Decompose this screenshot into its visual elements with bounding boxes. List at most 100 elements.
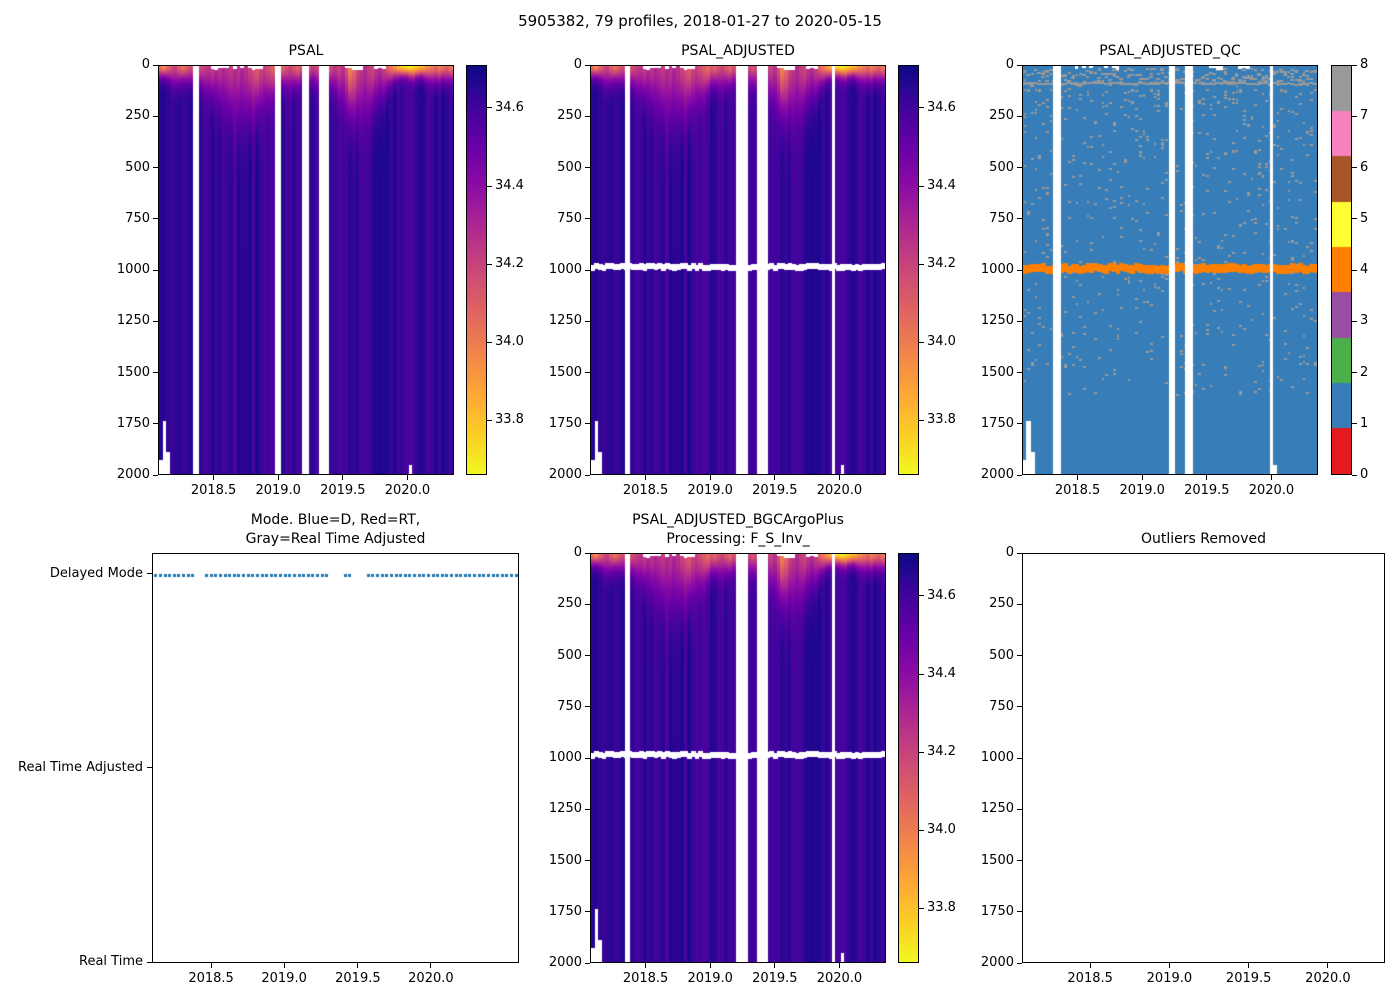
psal-adjusted-ytick: [585, 115, 590, 117]
outliers-removed-xtick-label: 2020.0: [1305, 971, 1351, 986]
psal-adjusted-colorbar: [898, 65, 919, 475]
psal-canvas: [159, 66, 453, 474]
psal-cbar-tick: [487, 185, 492, 187]
psal-adjusted-qc-axes: [1022, 65, 1318, 475]
psal-ytick-label: 1750: [116, 415, 150, 431]
mode-canvas: [153, 554, 518, 962]
psal-ytick-label: 500: [125, 159, 150, 175]
mode-xtick: [357, 963, 359, 968]
psal-adjusted-ytick-label: 1000: [548, 262, 582, 277]
psal-ytick: [153, 372, 158, 373]
psal-adjusted-qc-ytick-label: 0: [1005, 57, 1014, 72]
mode-xtick: [430, 963, 432, 968]
psal-adjusted-bgcargoplus-xtick: [709, 963, 711, 968]
psal-adjusted-qc-cbar-tick: [1352, 372, 1357, 373]
psal-adjusted-colorbar-canvas: [899, 66, 918, 474]
psal-adjusted-qc-ytick: [1017, 167, 1022, 168]
psal-ytick: [153, 320, 158, 322]
psal-colorbar-canvas: [467, 66, 486, 474]
psal-adjusted-qc-ytick: [1017, 372, 1022, 373]
mode-xtick: [283, 963, 285, 968]
mode-title: Mode. Blue=D, Red=RT, Gray=Real Time Adj…: [245, 512, 426, 547]
psal-adjusted-bgcargoplus-ytick: [585, 962, 590, 964]
psal-adjusted-bgcargoplus-cbar-tick: [919, 829, 924, 831]
mode-ytick-label: Real Time: [79, 954, 143, 970]
psal-adjusted-ytick: [585, 372, 590, 373]
psal-xtick-label: 2019.0: [255, 483, 301, 498]
psal-cbar-tick: [487, 263, 492, 265]
psal-adjusted-bgcargoplus-cbar-tick: [919, 595, 924, 597]
psal-adjusted-qc-cbar-tick-label: 5: [1360, 210, 1369, 226]
outliers-removed-ytick: [1017, 860, 1022, 861]
psal-adjusted-ytick: [585, 218, 590, 220]
mode-ytick-label: Real Time Adjusted: [18, 759, 143, 775]
psal-adjusted-qc-title: PSAL_ADJUSTED_QC: [1099, 43, 1241, 59]
psal-adjusted-qc-xtick: [1270, 475, 1272, 480]
psal-adjusted-ytick: [585, 320, 590, 322]
outliers-removed-ytick-label: 0: [1005, 545, 1014, 560]
outliers-removed-ytick: [1017, 655, 1022, 656]
psal-adjusted-bgcargoplus-ytick-label: 750: [557, 698, 582, 714]
psal-adjusted-bgcargoplus-ytick: [585, 552, 590, 554]
outliers-removed-title: Outliers Removed: [1141, 531, 1266, 547]
psal-adjusted-bgcargoplus-ytick-label: 1250: [548, 801, 582, 817]
psal-xtick-label: 2020.0: [384, 483, 431, 498]
psal-ytick-label: 1000: [116, 262, 150, 277]
psal-adjusted-qc-cbar-tick-label: 6: [1360, 159, 1369, 175]
psal-adjusted-bgcargoplus-canvas: [591, 554, 885, 962]
psal-cbar-tick-label: 33.8: [495, 412, 524, 428]
outliers-removed-ytick: [1017, 603, 1022, 605]
psal-xtick: [213, 475, 215, 480]
psal-adjusted-qc-xtick-label: 2020.0: [1248, 483, 1295, 498]
psal-adjusted-ytick-label: 1500: [548, 364, 582, 380]
psal-axes: [158, 65, 454, 475]
psal-adjusted-qc-cbar-tick-label: 7: [1360, 108, 1369, 124]
psal-ytick: [153, 167, 158, 168]
psal-adjusted-bgcargoplus-xtick: [645, 963, 647, 968]
psal-adjusted-bgcargoplus-ytick-label: 500: [557, 647, 582, 663]
psal-adjusted-bgcargoplus-cbar-tick: [919, 751, 924, 753]
psal-ytick: [153, 474, 158, 476]
outliers-removed-ytick: [1017, 706, 1022, 708]
outliers-removed-xtick: [1248, 963, 1250, 968]
psal-adjusted-cbar-tick: [919, 107, 924, 109]
psal-adjusted-bgcargoplus-cbar-tick-label: 34.2: [927, 744, 956, 760]
mode-xtick-label: 2019.0: [261, 971, 307, 986]
psal-adjusted-qc-xtick-label: 2019.5: [1184, 483, 1230, 498]
psal-adjusted-bgcargoplus-title: PSAL_ADJUSTED_BGCArgoPlus Processing: F_…: [632, 512, 844, 547]
psal-adjusted-cbar-tick: [919, 419, 924, 421]
mode-ytick: [147, 573, 152, 575]
psal-ytick: [153, 218, 158, 220]
psal-ytick-label: 2000: [116, 467, 150, 482]
outliers-removed-ytick: [1017, 911, 1022, 913]
psal-adjusted-bgcargoplus-cbar-tick: [919, 907, 924, 909]
psal-adjusted-xtick-label: 2019.5: [752, 483, 798, 498]
psal-adjusted-bgcargoplus-cbar-tick-label: 33.8: [927, 900, 956, 916]
psal-adjusted-qc-ytick-label: 750: [989, 210, 1014, 226]
psal-cbar-tick-label: 34.6: [495, 99, 524, 115]
psal-adjusted-canvas: [591, 66, 885, 474]
psal-ytick: [153, 115, 158, 117]
psal-adjusted-xtick: [709, 475, 711, 480]
outliers-removed-xtick: [1168, 963, 1170, 968]
psal-adjusted-bgcargoplus-ytick-label: 250: [557, 596, 582, 612]
psal-adjusted-qc-ytick-label: 250: [989, 108, 1014, 124]
psal-adjusted-ytick: [585, 423, 590, 425]
psal-xtick: [406, 475, 408, 480]
outliers-removed-xtick-label: 2019.5: [1225, 971, 1272, 986]
figure-title: 5905382, 79 profiles, 2018-01-27 to 2020…: [518, 12, 882, 30]
mode-axes: [152, 553, 519, 963]
psal-adjusted-qc-ytick-label: 500: [989, 159, 1014, 175]
psal-adjusted-cbar-tick: [919, 263, 924, 265]
psal-adjusted-ytick: [585, 167, 590, 168]
psal-cbar-tick-label: 34.2: [495, 256, 524, 272]
mode-ytick: [147, 767, 152, 769]
psal-adjusted-qc-colorbar-canvas: [1332, 66, 1351, 474]
psal-adjusted-bgcargoplus-ytick-label: 2000: [548, 955, 582, 970]
outliers-removed-ytick-label: 1250: [980, 801, 1014, 817]
psal-adjusted-bgcargoplus-cbar-tick: [919, 673, 924, 675]
psal-adjusted-qc-cbar-tick-label: 4: [1360, 262, 1369, 277]
psal-cbar-tick: [487, 419, 492, 421]
psal-adjusted-title: PSAL_ADJUSTED: [681, 43, 795, 59]
psal-adjusted-cbar-tick-label: 34.0: [927, 334, 956, 350]
